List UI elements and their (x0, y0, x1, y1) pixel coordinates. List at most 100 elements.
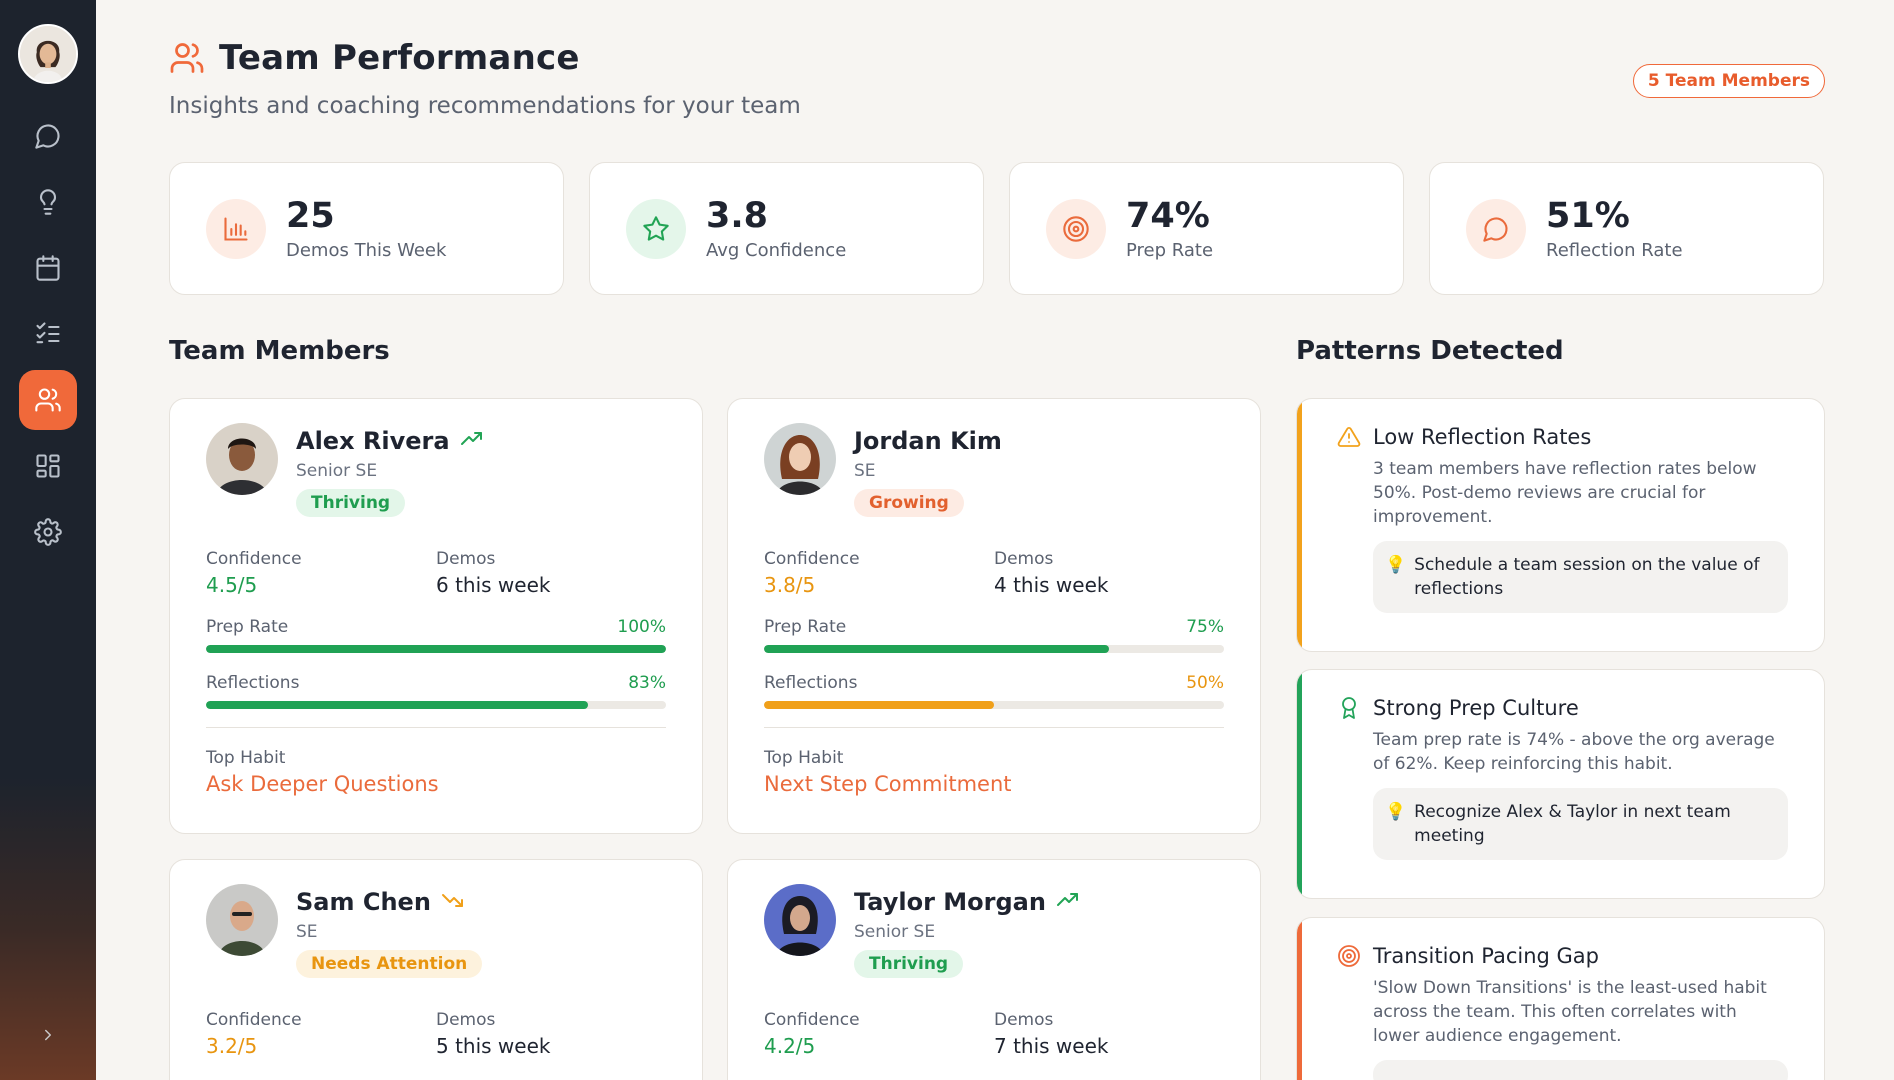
stat-label: Prep Rate (1126, 240, 1214, 261)
member-name: Alex Rivera (296, 427, 450, 455)
status-badge: Needs Attention (296, 950, 483, 978)
member-name: Sam Chen (296, 888, 431, 916)
sidebar-item-chat[interactable] (19, 106, 77, 166)
member-card[interactable]: Sam Chen SE Needs Attention Confidence 3… (169, 859, 703, 1080)
checklist-icon (36, 322, 60, 344)
pattern-title: Transition Pacing Gap (1373, 944, 1599, 968)
sidebar-item-habits[interactable] (19, 304, 77, 364)
member-card[interactable]: Alex Rivera Senior SE Thriving Confidenc… (169, 398, 703, 834)
reflections-value: 83% (628, 673, 666, 693)
patterns-heading: Patterns Detected (1296, 336, 1564, 366)
reflections-label: Reflections (764, 673, 858, 693)
demos-label: Demos (436, 1010, 496, 1030)
stat-label: Demos This Week (286, 240, 447, 261)
confidence-label: Confidence (764, 549, 860, 569)
divider (764, 727, 1224, 728)
prep-rate-fill (206, 645, 666, 653)
confidence-value: 4.2/5 (764, 1034, 816, 1058)
top-habit-value: Ask Deeper Questions (206, 772, 439, 796)
trending-up-icon (460, 431, 484, 451)
member-role: Senior SE (854, 922, 936, 942)
demos-value: 7 this week (994, 1034, 1109, 1058)
status-badge: Growing (854, 489, 964, 517)
reflections-value: 50% (1186, 673, 1224, 693)
stats-row: 25 Demos This Week 3.8 Avg Confidence 74… (169, 162, 1825, 295)
top-habit-label: Top Habit (764, 748, 844, 768)
stat-value: 51% (1546, 196, 1630, 236)
sidebar (0, 0, 96, 1080)
target-icon (1046, 198, 1106, 259)
chat-bubble-icon (35, 124, 60, 149)
demos-value: 4 this week (994, 573, 1109, 597)
team-members-heading: Team Members (169, 336, 390, 366)
member-card[interactable]: Jordan Kim SE Growing Confidence 3.8/5 D… (727, 398, 1261, 834)
confidence-label: Confidence (764, 1010, 860, 1030)
page-subtitle: Insights and coaching recommendations fo… (169, 93, 801, 119)
member-name: Jordan Kim (854, 427, 1002, 455)
reflections-bar: Reflections 50% (764, 673, 1224, 709)
member-name: Taylor Morgan (854, 888, 1046, 916)
page-title: Team Performance (219, 38, 580, 78)
stat-card-prep: 74% Prep Rate (1009, 162, 1404, 295)
chevron-right-icon (45, 1029, 51, 1041)
avatar (206, 423, 278, 495)
grid-icon (36, 454, 60, 478)
demos-value: 6 this week (436, 573, 551, 597)
pattern-title: Strong Prep Culture (1373, 696, 1579, 720)
gear-icon (34, 518, 62, 546)
user-avatar[interactable] (18, 24, 78, 84)
demos-label: Demos (994, 549, 1054, 569)
top-habit-label: Top Habit (206, 748, 286, 768)
demos-label: Demos (436, 549, 496, 569)
trending-down-icon (441, 892, 465, 912)
sidebar-collapse-button[interactable] (0, 1026, 96, 1044)
stat-value: 3.8 (706, 196, 769, 236)
prep-rate-fill (764, 645, 1109, 653)
prep-rate-bar: Prep Rate 75% (764, 617, 1224, 653)
bar-chart-icon (206, 198, 266, 259)
avatar (764, 423, 836, 495)
demos-label: Demos (994, 1010, 1054, 1030)
pattern-description: 3 team members have reflection rates bel… (1373, 459, 1757, 527)
confidence-value: 3.2/5 (206, 1034, 258, 1058)
calendar-icon (36, 255, 60, 281)
stat-card-demos: 25 Demos This Week (169, 162, 564, 295)
pattern-card[interactable]: Transition Pacing Gap 'Slow Down Transit… (1296, 917, 1825, 1080)
main-content: Team Performance Insights and coaching r… (169, 0, 1825, 1080)
member-role: SE (854, 461, 876, 481)
stat-value: 25 (286, 196, 335, 236)
lightbulb-icon: 💡 (1385, 802, 1407, 822)
confidence-value: 3.8/5 (764, 573, 816, 597)
pattern-card[interactable]: Strong Prep Culture Team prep rate is 74… (1296, 669, 1825, 899)
member-role: Senior SE (296, 461, 378, 481)
confidence-label: Confidence (206, 549, 302, 569)
pattern-tip: 💡 Recognize Alex & Taylor in next team m… (1373, 788, 1788, 860)
confidence-value: 4.5/5 (206, 573, 258, 597)
status-badge: Thriving (296, 489, 406, 517)
reflections-label: Reflections (206, 673, 300, 693)
page-header: Team Performance Insights and coaching r… (169, 0, 1825, 150)
users-icon (35, 388, 61, 412)
sidebar-item-calendar[interactable] (19, 238, 77, 298)
pattern-tip: 💡 Schedule a team session on the value o… (1373, 541, 1788, 613)
pattern-tip-text: Recognize Alex & Taylor in next team mee… (1414, 802, 1731, 846)
target-icon (1338, 945, 1360, 967)
sidebar-nav (19, 106, 77, 562)
trending-up-icon (1056, 892, 1080, 912)
sidebar-item-dashboard[interactable] (19, 436, 77, 496)
team-members-badge: 5 Team Members (1632, 64, 1825, 98)
member-card[interactable]: Taylor Morgan Senior SE Thriving Confide… (727, 859, 1261, 1080)
prep-rate-label: Prep Rate (206, 617, 289, 637)
stat-value: 74% (1126, 196, 1210, 236)
reflections-fill (764, 701, 994, 709)
lightbulb-icon (39, 189, 57, 215)
avatar (206, 884, 278, 956)
prep-rate-value: 100% (617, 617, 666, 637)
sidebar-item-settings[interactable] (19, 502, 77, 562)
sidebar-item-team[interactable] (19, 370, 77, 430)
sidebar-item-insights[interactable] (19, 172, 77, 232)
stat-label: Reflection Rate (1546, 240, 1683, 261)
pattern-card[interactable]: Low Reflection Rates 3 team members have… (1296, 398, 1825, 652)
chat-bubble-icon (1466, 198, 1526, 259)
warning-icon (1337, 427, 1361, 447)
